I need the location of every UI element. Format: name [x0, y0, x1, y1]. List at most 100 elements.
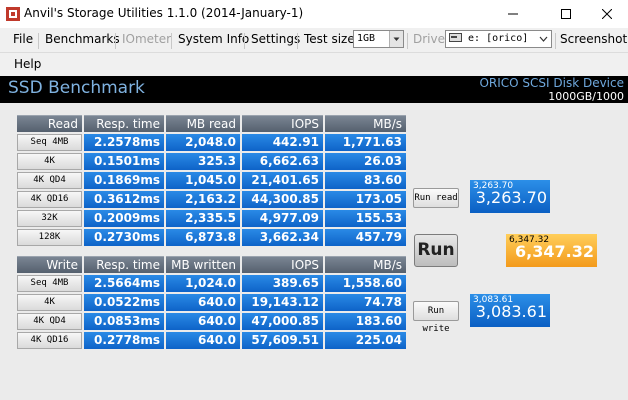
- menu-settings[interactable]: Settings: [251, 32, 301, 46]
- test-size-dropdown-button[interactable]: [389, 31, 403, 47]
- menu-help[interactable]: Help: [14, 57, 42, 71]
- write-mbs: 1,558.60: [325, 275, 406, 292]
- test-button-seq-4mb[interactable]: Seq 4MB: [17, 134, 82, 151]
- read-iops: 44,300.85: [242, 191, 323, 208]
- read-header-mbs: MB/s: [325, 115, 406, 132]
- read-iops: 4,977.09: [242, 210, 323, 227]
- read-mb: 325.3: [166, 153, 240, 170]
- menu-bar: File Benchmarks IOmeter System Info Sett…: [0, 28, 628, 76]
- write-iops: 57,609.51: [242, 332, 323, 349]
- menu-system-info[interactable]: System Info: [178, 32, 250, 46]
- test-button-4k[interactable]: 4K: [17, 294, 82, 311]
- drive-dropdown-button[interactable]: [537, 31, 551, 47]
- title-bar: Anvil's Storage Utilities 1.1.0 (2014-Ja…: [0, 0, 628, 28]
- write-iops: 47,000.85: [242, 313, 323, 330]
- test-button-4k-qd16[interactable]: 4K QD16: [17, 191, 82, 208]
- menu-file[interactable]: File: [13, 32, 34, 46]
- test-button-4k-qd4[interactable]: 4K QD4: [17, 172, 82, 189]
- minimize-icon: [508, 13, 518, 15]
- menu-iometer[interactable]: IOmeter: [122, 32, 172, 46]
- total-score: 6,347.32: [515, 242, 594, 261]
- app-anvil-icon: [6, 7, 20, 21]
- window-title: Anvil's Storage Utilities 1.1.0 (2014-Ja…: [24, 6, 304, 20]
- disk-size: 1000GB/1000: [548, 90, 624, 103]
- write-header-mbs: MB/s: [325, 256, 406, 273]
- benchmark-header: SSD Benchmark ORICO SCSI Disk Device 100…: [0, 76, 628, 103]
- read-mbs: 457.79: [325, 229, 406, 246]
- disk-name: ORICO SCSI Disk Device: [479, 76, 624, 90]
- menu-separator: [38, 33, 39, 49]
- write-header-iops: IOPS: [242, 256, 323, 273]
- read-mbs: 83.60: [325, 172, 406, 189]
- page-title: SSD Benchmark: [8, 78, 145, 98]
- test-button-4k-qd16[interactable]: 4K QD16: [17, 332, 82, 349]
- read-mb: 2,335.5: [166, 210, 240, 227]
- write-resp-time: 0.0522ms: [84, 294, 164, 311]
- menu-separator: [171, 33, 172, 49]
- read-mbs: 26.03: [325, 153, 406, 170]
- write-mbs: 183.60: [325, 313, 406, 330]
- read-header-mb: MB read: [166, 115, 240, 132]
- read-iops: 6,662.63: [242, 153, 323, 170]
- test-button-128k[interactable]: 128K: [17, 229, 82, 246]
- maximize-icon: [561, 9, 571, 19]
- write-iops: 389.65: [242, 275, 323, 292]
- test-button-4k-qd4[interactable]: 4K QD4: [17, 313, 82, 330]
- test-button-4k[interactable]: 4K: [17, 153, 82, 170]
- maximize-button[interactable]: [543, 0, 589, 28]
- read-mb: 6,873.8: [166, 229, 240, 246]
- read-iops: 21,401.65: [242, 172, 323, 189]
- write-header-label: Write: [17, 256, 82, 273]
- drive-select[interactable]: e: [orico]: [445, 30, 552, 48]
- benchmark-panel: SSD Benchmark ORICO SCSI Disk Device 100…: [0, 76, 628, 400]
- write-score: 3,083.61: [475, 302, 547, 321]
- run-read-button[interactable]: Run read: [413, 188, 459, 208]
- run-button[interactable]: Run: [414, 234, 458, 267]
- read-resp-time: 0.2009ms: [84, 210, 164, 227]
- test-size-label: Test size: [304, 32, 355, 46]
- write-mbs: 74.78: [325, 294, 406, 311]
- write-score-small: 3,083.61: [473, 295, 514, 305]
- menu-screenshot[interactable]: Screenshot: [560, 32, 628, 46]
- read-score-box: 3,263.70 3,263.70: [470, 180, 550, 213]
- run-write-button[interactable]: Run write: [413, 301, 459, 334]
- test-size-value: 1GB: [357, 33, 376, 44]
- chevron-down-icon: [393, 37, 400, 41]
- read-resp-time: 0.1869ms: [84, 172, 164, 189]
- read-mbs: 155.53: [325, 210, 406, 227]
- write-header-resp-time: Resp. time: [84, 256, 164, 273]
- read-mb: 2,163.2: [166, 191, 240, 208]
- menu-separator: [244, 33, 245, 49]
- test-button-seq-4mb[interactable]: Seq 4MB: [17, 275, 82, 292]
- read-iops: 3,662.34: [242, 229, 323, 246]
- read-iops: 442.91: [242, 134, 323, 151]
- minimize-button[interactable]: [490, 0, 536, 28]
- menu-separator: [407, 33, 408, 49]
- read-resp-time: 0.1501ms: [84, 153, 164, 170]
- menu-divider: [0, 52, 628, 53]
- menu-separator: [555, 33, 556, 49]
- write-mb: 640.0: [166, 332, 240, 349]
- chevron-down-icon: [539, 36, 548, 42]
- write-resp-time: 0.0853ms: [84, 313, 164, 330]
- menu-separator: [297, 33, 298, 49]
- menu-benchmarks[interactable]: Benchmarks: [45, 32, 120, 46]
- write-mb: 640.0: [166, 313, 240, 330]
- read-resp-time: 0.2730ms: [84, 229, 164, 246]
- read-score-small: 3,263.70: [473, 181, 514, 191]
- menu-separator: [115, 33, 116, 49]
- close-button[interactable]: [584, 0, 628, 28]
- test-size-select[interactable]: 1GB: [353, 30, 404, 48]
- read-mb: 1,045.0: [166, 172, 240, 189]
- close-icon: [602, 9, 612, 19]
- write-score-box: 3,083.61 3,083.61: [470, 294, 550, 327]
- read-header-label: Read: [17, 115, 82, 132]
- test-button-32k[interactable]: 32K: [17, 210, 82, 227]
- total-score-box: 6,347.32 6,347.32: [506, 234, 597, 267]
- read-resp-time: 0.3612ms: [84, 191, 164, 208]
- write-mb: 640.0: [166, 294, 240, 311]
- write-resp-time: 2.5664ms: [84, 275, 164, 292]
- drive-icon: [449, 33, 462, 42]
- write-resp-time: 0.2778ms: [84, 332, 164, 349]
- drive-label: Drive: [413, 32, 445, 46]
